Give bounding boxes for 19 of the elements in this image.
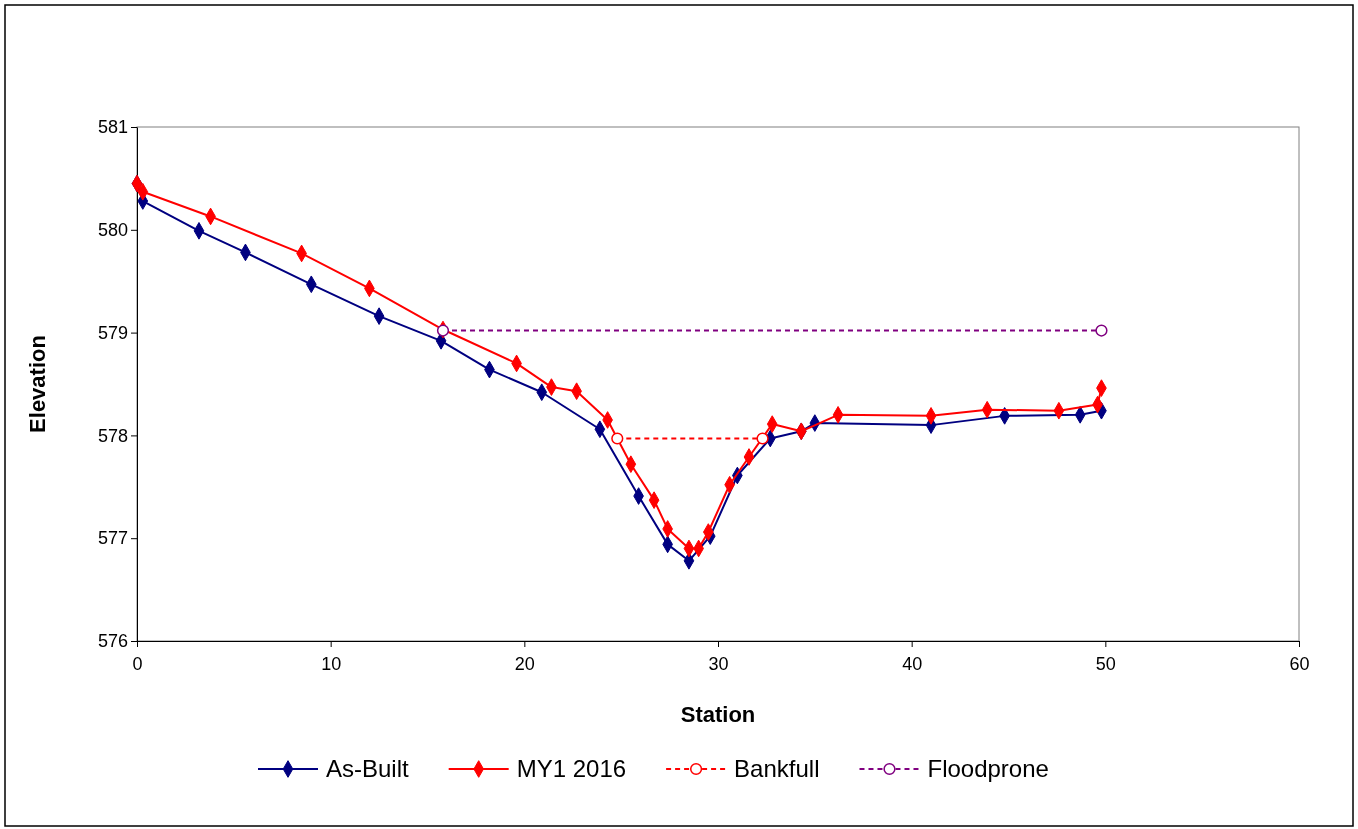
y-tick-label: 580 — [97, 220, 128, 241]
x-tick-label: 20 — [514, 653, 535, 674]
y-tick-label: 579 — [97, 322, 128, 343]
y-tick-label: 578 — [97, 425, 128, 446]
x-tick-label: 60 — [1289, 653, 1310, 674]
legend-label: MY1 2016 — [516, 755, 627, 782]
x-tick-label: 0 — [132, 653, 143, 674]
y-tick-label: 581 — [97, 117, 128, 138]
legend-label: Floodprone — [927, 755, 1049, 782]
x-tick-label: 10 — [321, 653, 342, 674]
x-tick-label: 30 — [708, 653, 729, 674]
legend-label: As-Built — [326, 755, 410, 782]
x-tick-label: 40 — [902, 653, 923, 674]
x-tick-label: 50 — [1095, 653, 1116, 674]
legend-label: Bankfull — [734, 755, 820, 782]
y-tick-label: 576 — [97, 631, 128, 652]
y-axis-title: Elevation — [25, 335, 50, 433]
y-tick-label: 577 — [97, 528, 128, 549]
x-axis-title: Station — [680, 702, 756, 727]
